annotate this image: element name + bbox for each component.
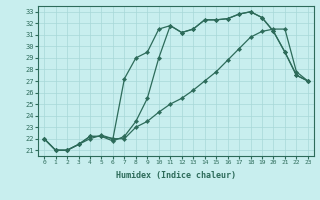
X-axis label: Humidex (Indice chaleur): Humidex (Indice chaleur) — [116, 171, 236, 180]
